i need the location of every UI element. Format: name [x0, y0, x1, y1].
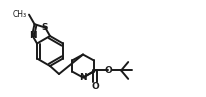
- Text: CH₃: CH₃: [12, 10, 27, 19]
- Text: O: O: [91, 82, 99, 91]
- Text: O: O: [105, 66, 112, 75]
- Text: S: S: [42, 23, 48, 32]
- Text: N: N: [29, 31, 36, 40]
- Text: N: N: [79, 73, 87, 82]
